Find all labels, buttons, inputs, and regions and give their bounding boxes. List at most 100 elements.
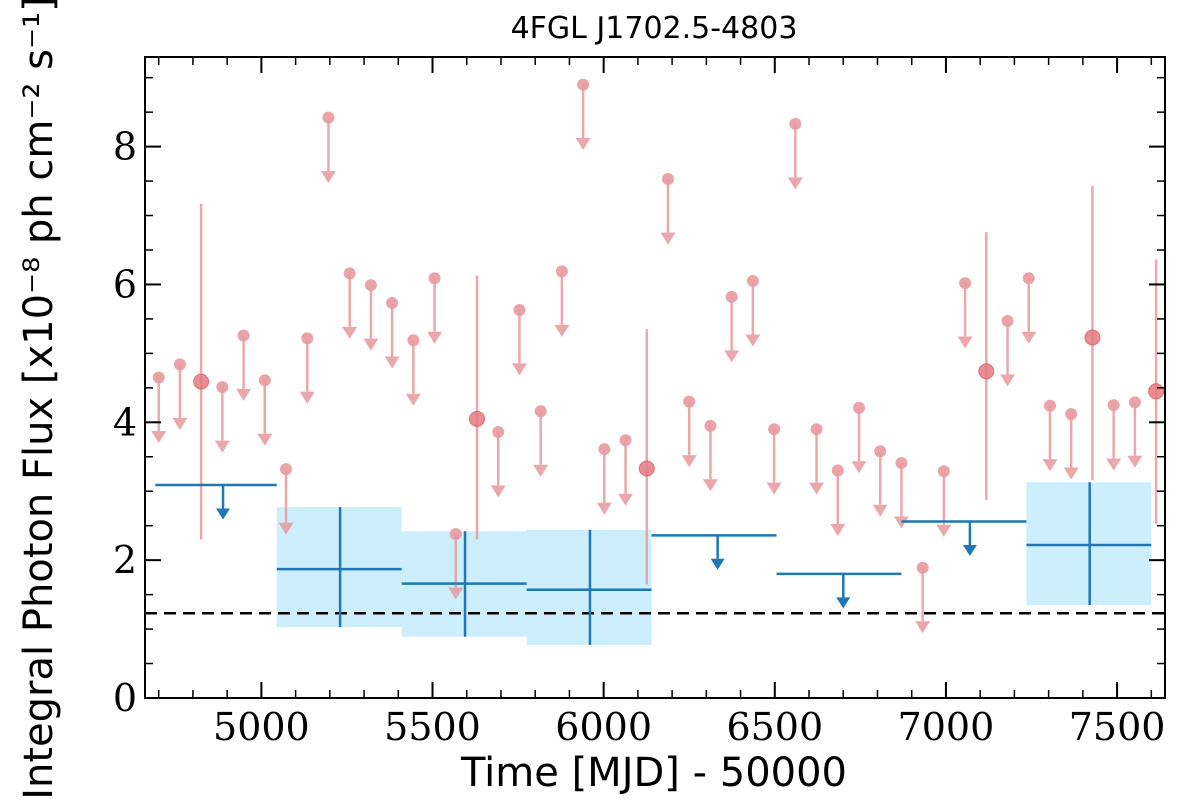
long-bin-upper-limit-arrow-6 [962,521,977,557]
short-bin-upper-limit-arrow-30 [787,123,803,190]
short-bin-upper-limit-arrow-0-head [151,430,167,443]
short-bin-upper-limit-point-33 [853,401,865,414]
short-bin-upper-limit-arrow-24-head [660,232,676,245]
short-bin-upper-limit-point-31 [810,423,823,436]
long-bin-upper-limit-arrow-4-head [710,558,725,570]
short-bin-upper-limit-point-43 [1065,408,1078,421]
short-bin-upper-limit-point-34 [874,445,887,458]
short-bin-upper-limit-point-10 [364,279,377,292]
short-bin-upper-limit-point-46 [1128,396,1141,409]
short-bin-upper-limit-arrow-21-head [596,502,612,515]
short-bin-upper-limit-point-5 [258,374,271,387]
short-bin-upper-limit-arrow-13 [427,278,443,344]
short-bin-upper-limit-arrow-45-head [1106,458,1122,471]
short-bin-detection-point-39 [978,363,995,380]
short-bin-upper-limit-arrow-16 [490,431,506,498]
short-bin-upper-limit-arrow-11 [384,303,400,369]
plot-area: 5000 5500 6000 6500 7000 7500 0 2 4 6 8 [113,56,1166,749]
short-bin-upper-limit-arrow-17 [511,309,527,376]
short-bin-upper-limit-arrow-5-head [257,433,273,446]
short-bin-upper-limit-arrow-40 [1000,320,1016,387]
short-bin-upper-limit-arrow-18-head [533,464,549,477]
short-bin-upper-limit-point-21 [598,443,611,456]
short-bin-upper-limit-arrow-25-head [681,455,697,468]
short-bin-upper-limit-arrow-29 [766,429,782,495]
short-bin-upper-limit-point-19 [555,265,568,278]
short-bin-upper-limit-arrow-10-head [363,338,379,351]
short-bin-upper-limit-point-45 [1107,399,1120,412]
plot-frame [144,56,1166,699]
x-axis-label: Time [MJD] - 50000 [460,750,847,796]
short-bin-upper-limit-arrow-41-head [1021,331,1037,344]
short-bin-upper-limit-arrow-37-head [936,524,952,537]
short-bin-upper-limit-point-4 [237,329,250,342]
long-bin-upper-limit-arrow-4 [710,535,725,570]
long-bin-upper-limit-arrow-5-head [836,597,851,609]
short-bin-upper-limit-arrow-40-head [1000,374,1016,387]
short-bin-upper-limit-point-38 [959,277,972,290]
short-bin-upper-limit-point-22 [619,434,632,447]
short-bin-upper-limit-arrow-22 [618,440,634,506]
short-bin-upper-limit-arrow-14 [448,533,464,600]
short-bin-upper-limit-arrow-1-head [172,417,188,430]
x-tick-label-2: 6000 [555,705,652,749]
short-bin-upper-limit-arrow-19 [554,271,570,337]
short-bin-upper-limit-point-27 [725,290,738,303]
short-bin-upper-limit-arrow-31-head [809,482,825,495]
short-bin-upper-limit-point-11 [386,297,399,310]
short-bin-upper-limit-arrow-14-head [448,587,464,600]
long-bin-upper-limit-arrow-5 [836,573,851,609]
short-bin-upper-limit-arrow-32 [830,470,846,537]
short-bin-upper-limit-point-16 [492,425,505,438]
short-bin-upper-limit-arrow-3-head [214,440,230,453]
x-tick-label-1: 5500 [384,705,481,749]
short-bin-upper-limit-point-26 [704,419,717,432]
short-bin-upper-limit-point-25 [683,395,696,408]
short-bin-upper-limit-arrow-42 [1042,405,1058,472]
short-bin-upper-limit-point-17 [513,303,526,316]
short-bin-upper-limit-arrow-28-head [745,334,761,347]
short-bin-upper-limit-point-36 [916,561,929,574]
short-bin-upper-limit-arrow-1 [172,364,188,430]
short-bin-upper-limit-arrow-38 [957,283,973,349]
short-bin-upper-limit-point-7 [301,332,314,345]
short-bin-upper-limit-arrow-7 [299,338,315,404]
short-bin-upper-limit-arrow-32-head [830,524,846,537]
short-bin-upper-limit-point-41 [1022,272,1035,285]
short-bin-upper-limit-arrow-21 [596,449,612,515]
short-bin-upper-limit-point-8 [322,111,335,124]
chart-title: 4FGL J1702.5-4803 [511,11,798,46]
long-bin-upper-limit-arrow-0 [216,485,231,520]
short-bin-upper-limit-arrow-43 [1063,414,1079,480]
short-bin-upper-limit-point-28 [746,275,759,288]
short-bin-upper-limit-arrow-41 [1021,278,1037,344]
short-bin-upper-limit-arrow-16-head [490,485,506,498]
short-bin-upper-limit-point-29 [768,423,781,436]
short-bin-upper-limit-arrow-13-head [427,331,443,344]
short-bin-upper-limit-arrow-7-head [299,391,315,404]
short-bin-upper-limit-arrow-46 [1127,402,1143,468]
short-bin-upper-limit-point-35 [895,456,908,469]
short-bin-upper-limit-arrow-43-head [1063,467,1079,480]
short-bin-upper-limit-arrow-22-head [618,493,634,506]
short-bin-upper-limit-point-18 [534,405,547,418]
short-bin-upper-limit-arrow-4 [236,335,252,401]
x-tick-label-0: 5000 [213,705,310,749]
short-bin-upper-limit-point-1 [173,358,186,371]
short-bin-upper-limit-arrow-29-head [766,482,782,495]
short-bin-upper-limit-point-12 [407,334,420,347]
short-bin-upper-limit-arrow-34-head [872,504,888,517]
short-bin-upper-limit-point-30 [789,117,802,130]
short-bin-upper-limit-arrow-4-head [236,388,252,401]
short-bin-upper-limit-arrow-26-head [702,479,718,492]
y-tick-label-4: 8 [113,125,137,169]
short-bin-upper-limit-arrow-12 [405,340,421,406]
short-bin-upper-limit-point-3 [216,381,229,394]
short-bin-detection-point-47 [1148,383,1165,400]
short-bin-upper-limit-point-0 [152,371,165,384]
y-tick-label-2: 4 [113,400,137,444]
x-tick-label-5: 7500 [1069,705,1166,749]
y-tick-label-3: 6 [113,262,137,306]
y-tick-label-0: 0 [113,676,137,720]
short-bin-upper-limit-arrow-28 [745,281,761,347]
